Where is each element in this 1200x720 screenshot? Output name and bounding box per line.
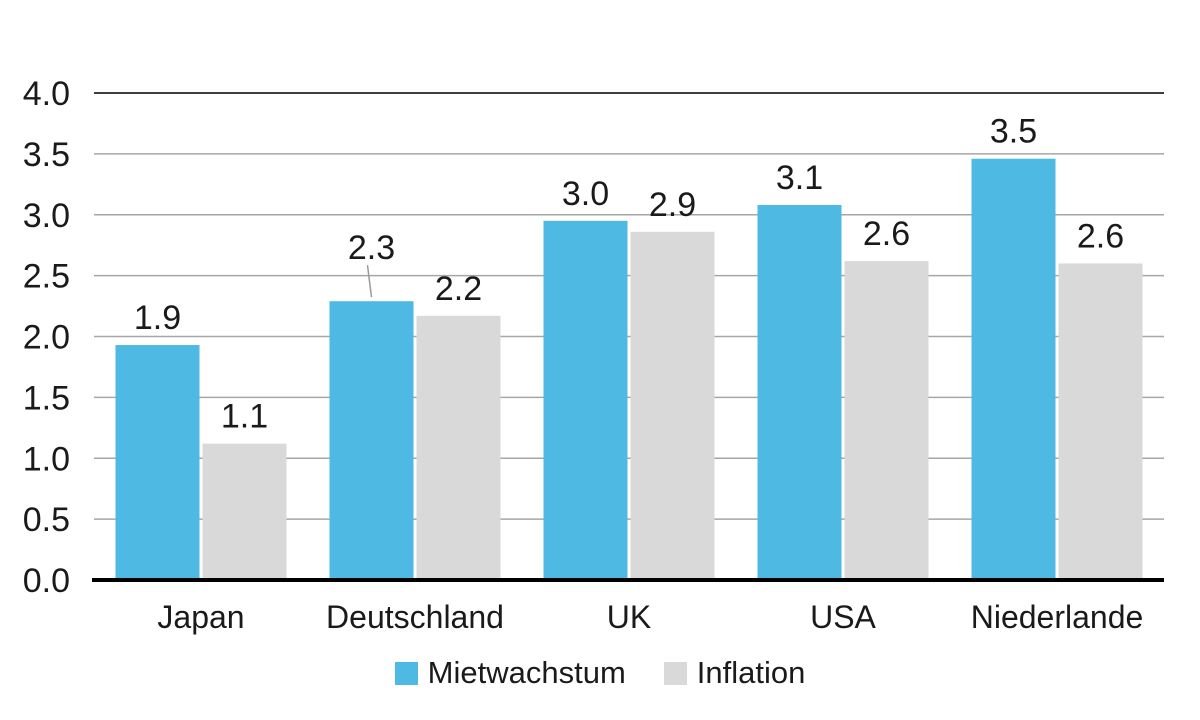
bar-inflation-uk bbox=[630, 231, 715, 581]
data-label-inflation-uk: 2.9 bbox=[649, 186, 696, 224]
legend-item-mietwachstum: Mietwachstum bbox=[394, 655, 626, 691]
legend-swatch-inflation-icon bbox=[663, 661, 687, 685]
legend-label-mietwachstum: Mietwachstum bbox=[427, 655, 626, 690]
data-label-mietwachstum-uk: 3.0 bbox=[562, 175, 609, 213]
data-label-mietwachstum-usa: 3.1 bbox=[776, 159, 823, 197]
data-label-inflation-niederlande: 2.6 bbox=[1077, 217, 1124, 255]
bar-inflation-japan bbox=[202, 443, 287, 580]
data-label-inflation-usa: 2.6 bbox=[863, 215, 910, 253]
bar-mietwachstum-usa bbox=[757, 205, 842, 580]
data-label-leader-line bbox=[366, 265, 373, 298]
x-axis-category-label-japan: Japan bbox=[157, 599, 244, 635]
y-axis-tick-label: 0.5 bbox=[23, 501, 70, 539]
y-axis-tick-label: 1.0 bbox=[23, 440, 70, 478]
bar-inflation-deutschland bbox=[416, 315, 501, 580]
bar-inflation-usa bbox=[844, 261, 929, 580]
data-label-mietwachstum-niederlande: 3.5 bbox=[990, 113, 1037, 151]
y-axis-tick-label: 1.5 bbox=[23, 379, 70, 417]
legend-label-inflation: Inflation bbox=[696, 655, 806, 690]
data-label-inflation-deutschland: 2.2 bbox=[435, 270, 482, 308]
legend-item-inflation: Inflation bbox=[663, 655, 806, 691]
y-axis-tick-label: 2.0 bbox=[23, 319, 70, 357]
y-axis-tick-label: 4.0 bbox=[23, 75, 70, 113]
x-axis-category-label-uk: UK bbox=[607, 599, 651, 635]
bar-mietwachstum-niederlande bbox=[971, 158, 1056, 580]
y-axis-tick-label: 0.0 bbox=[23, 562, 70, 600]
bar-inflation-niederlande bbox=[1058, 263, 1143, 580]
data-label-inflation-japan: 1.1 bbox=[221, 398, 268, 436]
data-label-mietwachstum-japan: 1.9 bbox=[134, 299, 181, 337]
data-label-mietwachstum-deutschland: 2.3 bbox=[348, 229, 395, 267]
bar-mietwachstum-uk bbox=[543, 220, 628, 580]
chart-legend: Mietwachstum Inflation bbox=[0, 655, 1200, 691]
bar-mietwachstum-deutschland bbox=[329, 301, 414, 580]
y-axis-tick-label: 3.0 bbox=[23, 197, 70, 235]
x-axis-category-label-niederlande: Niederlande bbox=[971, 599, 1144, 635]
y-axis-tick-label: 2.5 bbox=[23, 258, 70, 296]
x-axis-category-label-deutschland: Deutschland bbox=[326, 599, 504, 635]
x-axis-category-label-usa: USA bbox=[810, 599, 876, 635]
bar-mietwachstum-japan bbox=[115, 345, 200, 580]
y-axis-tick-label: 3.5 bbox=[23, 136, 70, 174]
legend-swatch-mietwachstum-icon bbox=[394, 661, 418, 685]
